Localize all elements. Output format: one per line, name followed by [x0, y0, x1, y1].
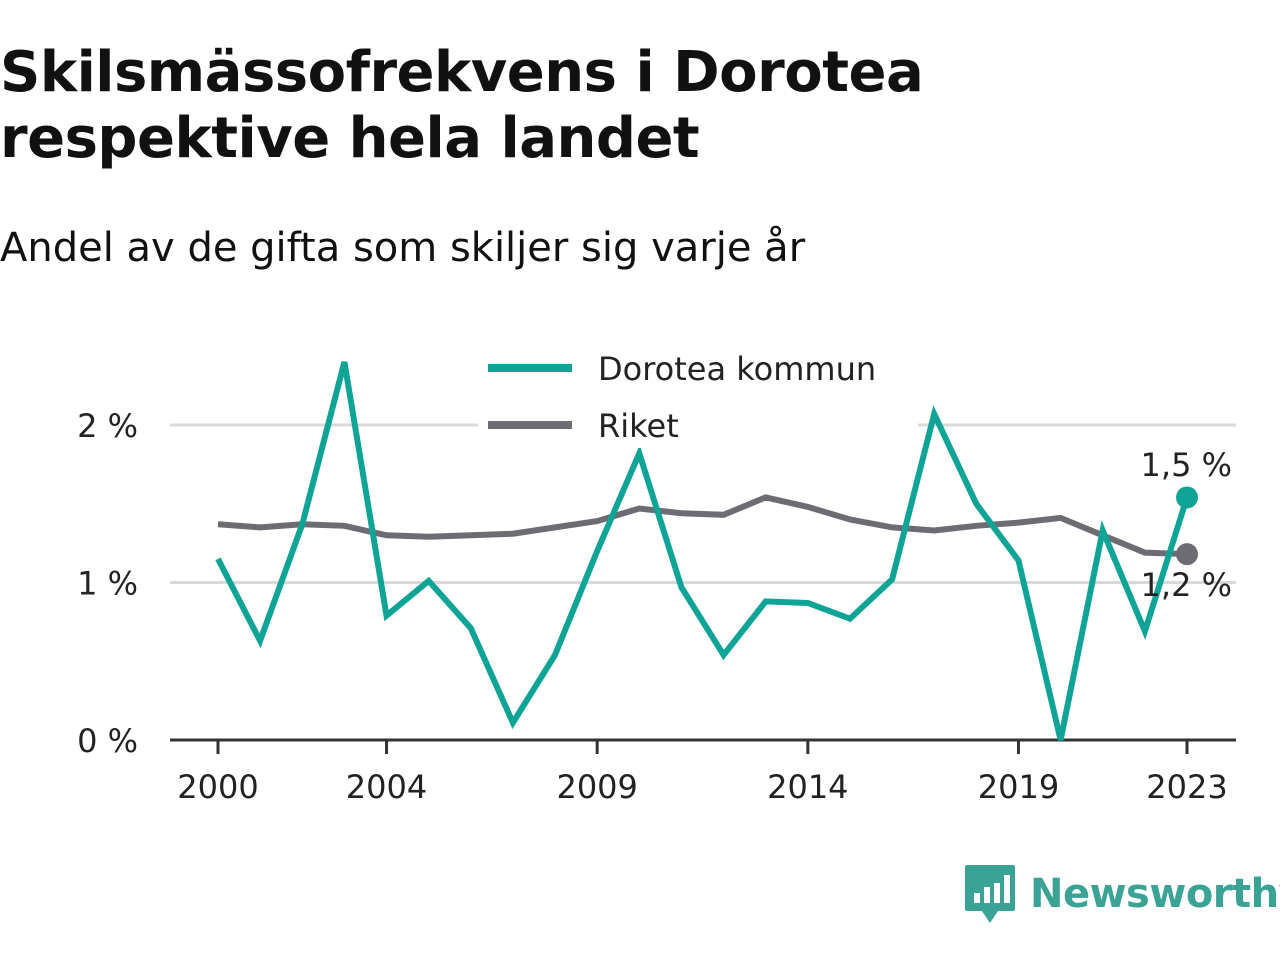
y-tick-label: 1 % — [77, 565, 138, 603]
chart-subtitle: Andel av de gifta som skiljer sig varje … — [0, 225, 806, 271]
newsworthy-logo-icon — [965, 865, 1015, 923]
end-label-dorotea: 1,5 % — [1141, 446, 1232, 484]
brand: Newsworthy — [964, 862, 1280, 926]
end-point-riket — [1176, 543, 1198, 566]
x-tick-label: 2000 — [177, 768, 258, 806]
y-tick-label: 2 % — [77, 407, 138, 445]
end-label-riket: 1,2 % — [1141, 566, 1232, 604]
series-line-dorotea — [215, 361, 1190, 741]
x-tick-label: 2014 — [767, 768, 848, 806]
legend-label: Dorotea kommun — [598, 350, 876, 388]
y-tick-label: 0 % — [77, 722, 138, 760]
x-tick-label: 2023 — [1146, 768, 1227, 806]
chart-title: Skilsmässofrekvens i Dorotea respektive … — [0, 40, 924, 171]
x-tick-label: 2004 — [346, 768, 427, 806]
brand-name: Newsworthy — [1030, 871, 1280, 917]
end-point-dorotea — [1176, 486, 1198, 509]
x-tick-label: 2009 — [556, 768, 637, 806]
legend-label: Riket — [598, 407, 679, 445]
legend-box — [478, 338, 918, 448]
series-line-riket — [217, 494, 1188, 558]
x-tick-label: 2019 — [978, 768, 1059, 806]
